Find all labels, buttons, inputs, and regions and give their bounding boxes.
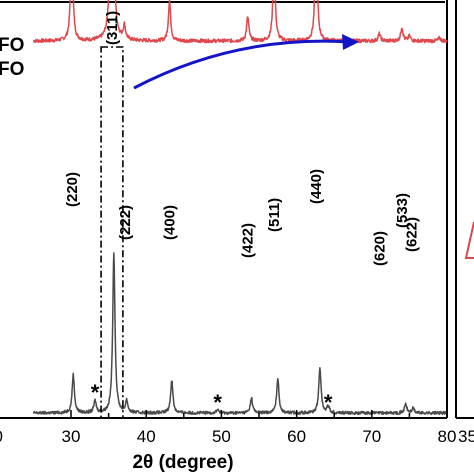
peak-label: (222)	[117, 205, 134, 240]
x-tick-label: 50	[212, 427, 231, 446]
x-tick-label: 0	[0, 427, 3, 446]
x-axis: 30 40 50 60 70 80 0 2θ (degree)	[0, 410, 456, 473]
impurity-star: *	[324, 390, 333, 415]
peak-label: (422)	[240, 223, 257, 258]
x-tick-label: 40	[137, 427, 156, 446]
impurity-star: *	[91, 380, 100, 405]
blue-arrow-curve	[133, 39, 351, 90]
peak-label: (400)	[162, 205, 179, 240]
peak-labels: (220) (311) (222) (400) (422) (511) (440) (620)…	[64, 11, 421, 266]
peak-label: (620)	[371, 231, 388, 266]
x-axis-title: 2θ (degree)	[132, 452, 233, 473]
second-panel: 35	[455, 0, 474, 446]
panel2-red-peak	[464, 221, 474, 259]
plot-frame	[0, 0, 448, 418]
legend: FO FO	[0, 35, 24, 80]
peak-label: (311)	[104, 11, 121, 45]
impurity-star: *	[213, 390, 222, 415]
x-tick-label: 80	[438, 427, 457, 446]
x-tick-label: 70	[362, 427, 381, 446]
xrd-series-1	[32, 0, 448, 44]
impurity-marks: * * *	[91, 380, 333, 415]
panel2-tick-label: 35	[458, 427, 474, 446]
peak-label: (440)	[308, 169, 325, 204]
x-tick-label: 30	[62, 427, 81, 446]
legend-entry: FO	[0, 59, 24, 80]
peak-label: (533)	[394, 193, 411, 228]
peak-label: (220)	[64, 172, 81, 207]
legend-entry: FO	[0, 35, 24, 56]
peak-label: (511)	[266, 198, 283, 232]
x-tick-label: 60	[287, 427, 306, 446]
annotations	[100, 34, 359, 419]
peak-label: (622)	[404, 217, 421, 252]
xrd-series-2	[32, 252, 448, 416]
xrd-traces	[32, 0, 448, 416]
highlight-box	[100, 46, 124, 419]
blue-arrow-head	[342, 34, 359, 50]
